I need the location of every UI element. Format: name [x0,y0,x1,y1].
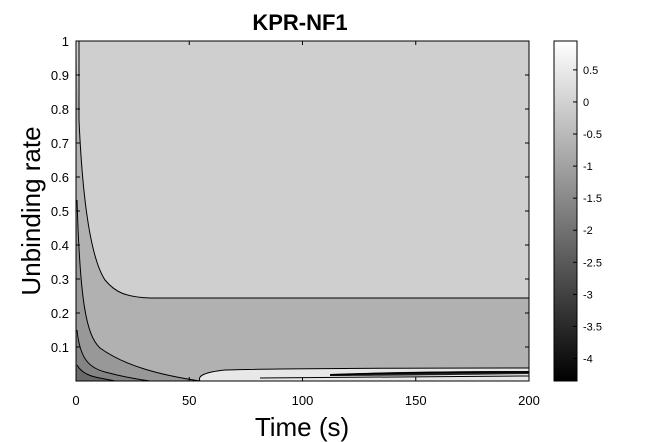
y-tick-label: 0.8 [51,102,69,117]
y-tick-label: 0.3 [51,272,69,287]
y-tick-label: 1 [62,34,69,49]
contour-line-light-band [198,367,529,381]
y-tick-label: 0.7 [51,136,69,151]
colorbar-tick-label: 0 [583,97,589,109]
colorbar-tick-label: -3 [583,289,593,301]
colorbar-tick-label: -4 [583,354,593,366]
colorbar-tick-label: -1.5 [583,193,602,205]
contour-line-dark-band [329,371,529,376]
contour-region-bottom [76,365,115,381]
y-tick-label: 0.9 [51,68,69,83]
y-axis-ticks: 0.1 0.2 0.3 0.4 0.5 0.6 0.7 0.8 0.9 1 [51,34,529,355]
chart-title: KPR-NF1 [252,10,347,35]
colorbar-tick-label: -2.5 [583,257,602,269]
x-axis-ticks: 0 50 100 150 200 [72,41,540,408]
contour-line-upper [78,41,529,299]
y-tick-label: 0.5 [51,204,69,219]
contour-line-dark-band-2 [259,375,529,379]
y-tick-label: 0.1 [51,340,69,355]
colorbar-tick-label: -0.5 [583,129,602,141]
colorbar-tick-label: -3.5 [583,321,602,333]
contour-line-low [76,329,151,381]
y-axis-label: Unbinding rate [16,126,46,295]
colorbar-tick-label: -2 [583,225,593,237]
x-tick-label: 50 [182,393,196,408]
x-tick-label: 200 [518,393,540,408]
contour-line-lower [76,364,116,381]
colorbar-gradient [553,40,578,382]
x-tick-label: 0 [72,393,79,408]
y-tick-label: 0.4 [51,238,69,253]
contour-region-mid [76,41,529,381]
y-tick-label: 0.6 [51,170,69,185]
x-axis-label: Time (s) [255,412,349,442]
colorbar-tick-label: -1 [583,161,593,173]
y-tick-label: 0.2 [51,306,69,321]
x-tick-label: 100 [292,393,314,408]
colorbar-ticks: 0.5 0 -0.5 -1 -1.5 -2 -2.5 -3 -3.5 -4 [573,65,602,366]
x-tick-label: 150 [405,393,427,408]
colorbar-tick-label: 0.5 [583,65,598,77]
plot-area [76,41,529,381]
colorbar: 0.5 0 -0.5 -1 -1.5 -2 -2.5 -3 -3.5 -4 [553,40,602,382]
contour-line-mid [76,199,201,381]
